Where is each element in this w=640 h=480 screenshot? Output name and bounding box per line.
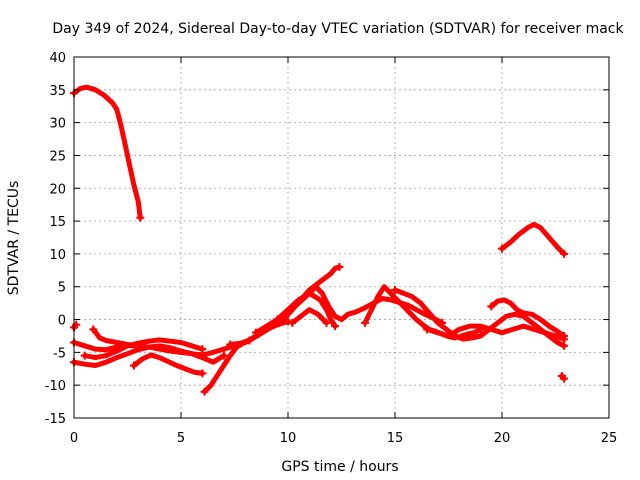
x-axis-label: GPS time / hours: [281, 459, 398, 475]
data-point-marker: [219, 351, 228, 360]
x-tick-label: 20: [494, 431, 511, 446]
data-point-marker: [560, 374, 569, 383]
series-sat-a: [71, 84, 143, 221]
y-tick-label: 5: [58, 281, 66, 296]
x-tick-label: 0: [70, 431, 78, 446]
x-tick-label: 10: [280, 431, 297, 446]
series-sat-o: [424, 323, 567, 342]
series-sat-k: [274, 290, 338, 329]
data-point-marker: [273, 315, 282, 324]
axis-ticks: 0 5 10 15 20 25 -15 -10 -5 0 5 10 15 20 25 30 35 40: [45, 51, 618, 446]
series-sat-p: [488, 297, 567, 339]
data-point-marker: [198, 369, 207, 378]
series-sat-e: [82, 337, 205, 361]
data-point-marker: [560, 331, 569, 340]
data-point-marker: [288, 318, 297, 327]
data-point-marker: [391, 286, 399, 295]
y-tick-label: 20: [49, 182, 66, 197]
data-point-marker: [498, 244, 506, 253]
data-point-marker: [226, 340, 235, 349]
data-point-marker: [129, 361, 138, 370]
series-sat-j: [253, 284, 445, 336]
x-tick-label: 5: [177, 431, 185, 446]
data-point-marker: [560, 249, 569, 258]
plot-frame: [73, 56, 610, 419]
y-tick-label: 30: [49, 117, 66, 132]
chart-title: Day 349 of 2024, Sidereal Day-to-day VTE…: [52, 21, 624, 37]
y-tick-label: 25: [49, 149, 66, 164]
data-point-marker: [136, 213, 145, 222]
data-point-marker: [335, 263, 344, 272]
y-tick-label: 10: [49, 248, 66, 263]
y-tick-label: 35: [49, 84, 66, 99]
series-sat-f: [90, 326, 141, 349]
series-sat-d: [71, 343, 227, 368]
x-tick-label: 15: [387, 431, 404, 446]
series-sat-n: [392, 287, 567, 349]
y-tick-label: -5: [53, 346, 66, 361]
y-tick-label: -10: [45, 379, 66, 394]
data-point-marker: [487, 302, 496, 311]
y-tick-label: 40: [49, 51, 66, 66]
data-point-marker: [423, 325, 432, 334]
series-sat-q: [499, 221, 567, 257]
series-layer: [70, 84, 569, 396]
data-point-marker: [198, 345, 207, 354]
data-point-marker: [251, 328, 260, 337]
data-point-marker: [89, 325, 98, 334]
grid: [74, 57, 609, 418]
data-point-marker: [80, 351, 89, 360]
data-point-marker: [200, 387, 209, 396]
data-point-marker: [322, 318, 331, 327]
data-point-marker: [134, 341, 143, 350]
series-sat-l: [289, 307, 329, 326]
y-tick-label: 0: [58, 314, 66, 329]
y-tick-label: 15: [49, 215, 66, 230]
data-point-marker: [361, 318, 370, 327]
data-point-marker: [72, 320, 81, 329]
series-sat-g: [131, 352, 205, 376]
y-axis-label: SDTVAR / TECUs: [6, 181, 22, 296]
data-point-marker: [331, 322, 340, 331]
y-tick-label: -15: [45, 412, 66, 427]
x-tick-label: 25: [601, 431, 618, 446]
